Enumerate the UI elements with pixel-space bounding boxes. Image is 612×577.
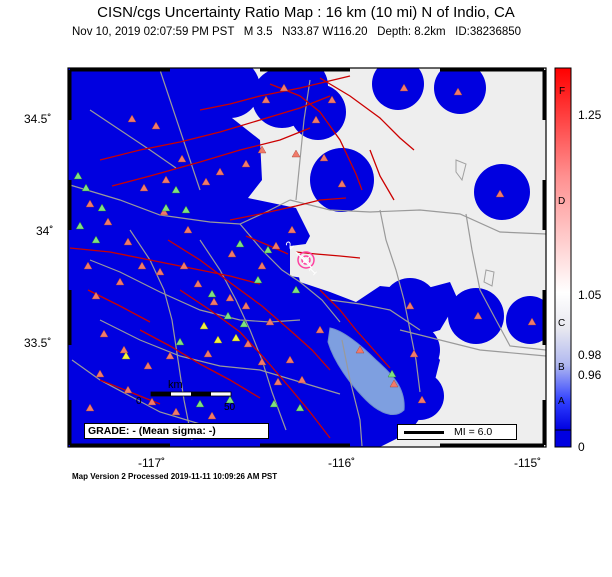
dry-lake bbox=[455, 159, 467, 182]
stations bbox=[73, 83, 537, 420]
lat-label-33-5: 33.5˚ bbox=[24, 336, 52, 350]
mi-legend-bar bbox=[404, 431, 444, 434]
lat-label-34-5: 34.5˚ bbox=[24, 112, 52, 126]
scale-end: 50 bbox=[224, 402, 236, 413]
processing-note: Map Version 2 Processed 2019-11-11 10:09… bbox=[72, 472, 278, 481]
colorbar-value-1-05: 1.05 bbox=[578, 288, 602, 302]
epicenter-marker bbox=[295, 251, 315, 269]
salton-sea bbox=[327, 327, 405, 415]
mi-legend: MI = 6.0 bbox=[397, 424, 517, 440]
faults bbox=[69, 75, 415, 439]
colorbar-value-0-96: 0.96 bbox=[578, 368, 602, 382]
colorbar-grade-a: A bbox=[558, 396, 565, 407]
colorbar-grade-c: C bbox=[558, 318, 566, 329]
lon-label-115: -115˚ bbox=[514, 456, 542, 470]
mi-legend-label: MI = 6.0 bbox=[454, 426, 493, 438]
colorbar-grade-d: D bbox=[558, 196, 566, 207]
scale-bar bbox=[150, 391, 232, 397]
colorbar bbox=[554, 67, 572, 431]
scale-unit: km bbox=[168, 379, 183, 391]
event-id: ID:38236850 bbox=[455, 26, 522, 38]
map-frame bbox=[67, 67, 547, 448]
frame-ticks bbox=[68, 68, 546, 447]
event-info: Nov 10, 2019 02:07:59 PM PST M 3.5 N33.8… bbox=[72, 26, 521, 38]
lon-label-117: -117˚ bbox=[138, 456, 166, 470]
colorbar-grade-f: F bbox=[559, 86, 566, 97]
event-magnitude: M 3.5 bbox=[243, 26, 273, 38]
event-depth: Depth: 8.2km bbox=[377, 26, 446, 38]
map-title: CISN/cgs Uncertainty Ratio Map : 16 km (… bbox=[97, 4, 515, 21]
lat-label-34: 34˚ bbox=[36, 224, 54, 238]
colorbar-value-1-25: 1.25 bbox=[578, 108, 602, 122]
colorbar-grade-b: B bbox=[558, 362, 565, 373]
colorbar-zero-block bbox=[554, 429, 572, 448]
colorbar-value-0-98: 0.98 bbox=[578, 348, 602, 362]
lon-label-116: -116˚ bbox=[328, 456, 356, 470]
event-location: N33.87 W116.20 bbox=[282, 26, 368, 38]
grade-legend: GRADE: - (Mean sigma: -) bbox=[84, 423, 269, 439]
scale-start: 0 bbox=[136, 396, 142, 407]
dry-lake bbox=[483, 269, 495, 287]
event-date: Nov 10, 2019 02:07:59 PM PST bbox=[72, 26, 235, 38]
colorbar-value-0: 0 bbox=[578, 440, 585, 454]
